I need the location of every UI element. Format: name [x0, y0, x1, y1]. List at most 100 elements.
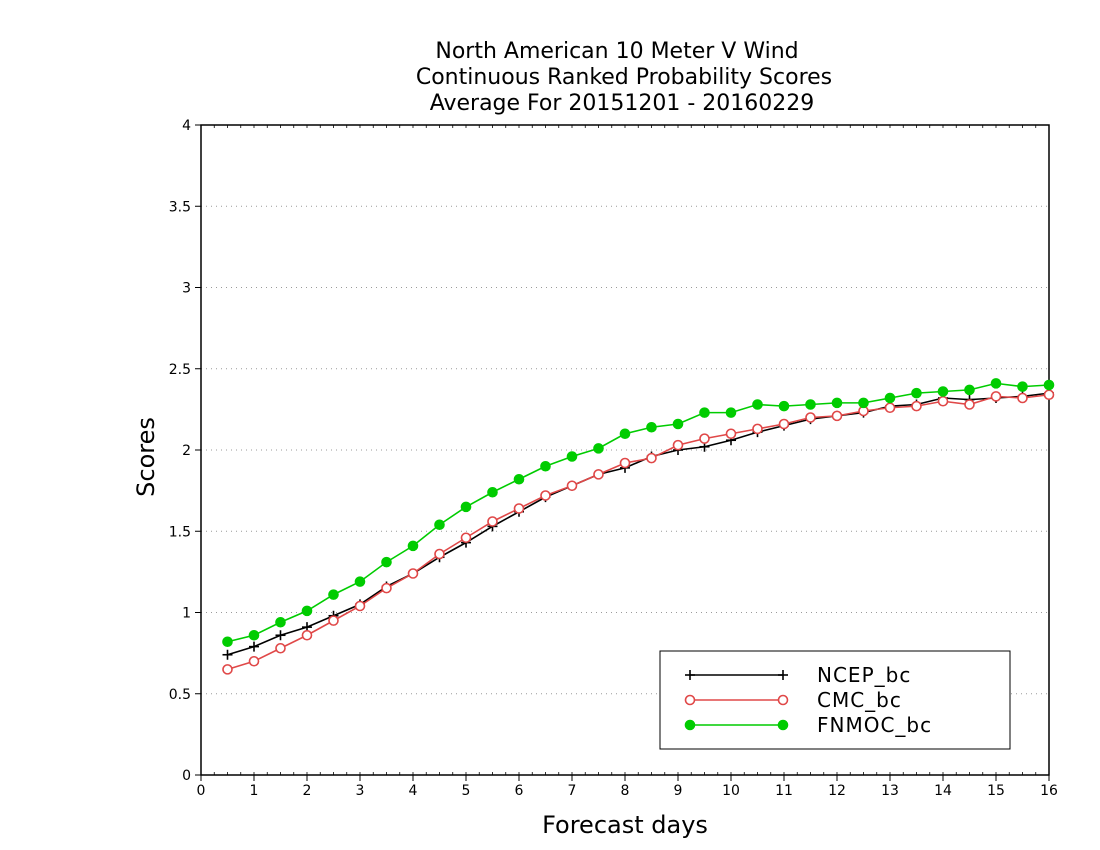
data-point-cmc-bc [487, 516, 498, 527]
data-point-fnmoc-bc [248, 629, 260, 641]
chart-title-line-3: Average For 20151201 - 20160229 [430, 91, 815, 116]
legend-marker [685, 670, 695, 680]
chart-title: North American 10 Meter V Wind Continuou… [416, 39, 832, 116]
y-axis-title: Scores [132, 417, 160, 497]
y-tick-label: 2.5 [169, 362, 191, 378]
chart-title-line-1: North American 10 Meter V Wind [435, 39, 798, 64]
data-point-fnmoc-bc [911, 387, 922, 399]
x-axis-title: Forecast days [542, 811, 708, 839]
y-tick-label: 1 [182, 606, 191, 622]
data-point-fnmoc-bc [566, 451, 578, 462]
data-point-cmc-bc [381, 582, 392, 594]
x-tick-label: 7 [568, 783, 577, 799]
data-point-cmc-bc [540, 490, 551, 501]
data-point-cmc-bc [619, 457, 631, 469]
data-point-cmc-bc [699, 433, 710, 444]
data-point-cmc-bc [1043, 389, 1055, 401]
x-tick-label: 4 [409, 783, 418, 799]
series-line-fnmoc-bc [227, 382, 1050, 643]
data-point-fnmoc-bc [540, 460, 551, 472]
data-point-fnmoc-bc [1043, 379, 1055, 391]
data-point-cmc-bc [672, 439, 684, 451]
data-point-ncep-bc [249, 641, 259, 652]
data-point-fnmoc-bc [990, 378, 1002, 389]
x-tick-label: 0 [197, 783, 206, 799]
data-point-cmc-bc [407, 568, 419, 579]
data-point-cmc-bc [301, 629, 313, 641]
data-point-cmc-bc [222, 664, 233, 675]
data-point-fnmoc-bc [699, 407, 710, 418]
x-tick-label: 2 [303, 783, 312, 799]
data-point-cmc-bc [275, 642, 286, 654]
series-ncep-bc [222, 388, 1054, 660]
legend-item-fnmoc-bc: FNMOC_bc [684, 713, 932, 737]
y-tick-label: 0 [182, 768, 191, 784]
data-point-fnmoc-bc [805, 399, 816, 410]
y-tick-label: 3 [182, 281, 191, 297]
y-tick-label: 4 [182, 118, 191, 134]
data-point-cmc-bc [354, 600, 366, 612]
legend-marker [684, 694, 696, 706]
data-point-fnmoc-bc [407, 540, 419, 552]
data-point-fnmoc-bc [672, 418, 684, 430]
axis-ticks: 00.511.522.533.540 1 2 3 4 5 6 7 8 9 10 11 12 13 14 15 1… [169, 118, 1058, 799]
data-point-fnmoc-bc [487, 486, 498, 498]
legend-item-ncep-bc: NCEP_bc [685, 663, 911, 687]
data-point-fnmoc-bc [646, 421, 657, 433]
data-point-fnmoc-bc [964, 384, 975, 396]
data-point-cmc-bc [566, 480, 578, 492]
data-point-fnmoc-bc [725, 407, 737, 418]
series-cmc-bc [222, 389, 1055, 675]
legend-marker [777, 694, 789, 706]
x-tick-label: 8 [621, 783, 630, 799]
data-point-fnmoc-bc [222, 636, 233, 648]
data-point-fnmoc-bc [513, 473, 525, 485]
data-point-cmc-bc [434, 548, 445, 560]
y-tick-label: 3.5 [169, 199, 191, 215]
legend-label: CMC_bc [817, 688, 902, 712]
series-line-cmc-bc [227, 393, 1050, 671]
data-point-cmc-bc [646, 452, 657, 464]
x-tick-label: 16 [1040, 783, 1058, 799]
data-point-fnmoc-bc [354, 576, 366, 587]
data-point-cmc-bc [964, 399, 975, 410]
data-point-cmc-bc [937, 395, 949, 407]
data-point-fnmoc-bc [752, 399, 763, 410]
data-point-fnmoc-bc [301, 605, 313, 617]
y-tick-label: 2 [182, 443, 191, 459]
x-tick-label: 12 [828, 783, 846, 799]
data-point-cmc-bc [1017, 392, 1028, 404]
y-tick-label: 0.5 [169, 687, 191, 703]
data-point-cmc-bc [328, 615, 339, 626]
legend-marker [684, 719, 696, 731]
chart-title-line-2: Continuous Ranked Probability Scores [416, 65, 832, 90]
series-fnmoc-bc [222, 378, 1055, 648]
data-point-cmc-bc [460, 532, 472, 544]
data-point-cmc-bc [831, 410, 843, 422]
data-point-fnmoc-bc [1017, 381, 1028, 392]
x-tick-label: 9 [674, 783, 683, 799]
data-point-fnmoc-bc [778, 400, 790, 412]
data-point-fnmoc-bc [858, 397, 869, 409]
data-point-cmc-bc [725, 428, 737, 440]
data-point-fnmoc-bc [434, 519, 445, 531]
x-tick-label: 5 [462, 783, 471, 799]
data-point-fnmoc-bc [381, 556, 392, 568]
data-point-cmc-bc [884, 402, 896, 414]
data-point-cmc-bc [593, 469, 604, 480]
data-point-cmc-bc [911, 400, 922, 412]
data-point-fnmoc-bc [275, 616, 286, 628]
legend-marker [778, 670, 788, 680]
x-tick-label: 3 [356, 783, 365, 799]
legend-label: FNMOC_bc [817, 713, 932, 737]
data-point-fnmoc-bc [619, 428, 631, 440]
x-tick-label: 10 [722, 783, 740, 799]
data-point-cmc-bc [248, 655, 260, 667]
series-line-ncep-bc [227, 392, 1050, 656]
legend-label: NCEP_bc [817, 663, 911, 687]
data-point-fnmoc-bc [460, 501, 472, 513]
data-point-cmc-bc [752, 423, 763, 435]
